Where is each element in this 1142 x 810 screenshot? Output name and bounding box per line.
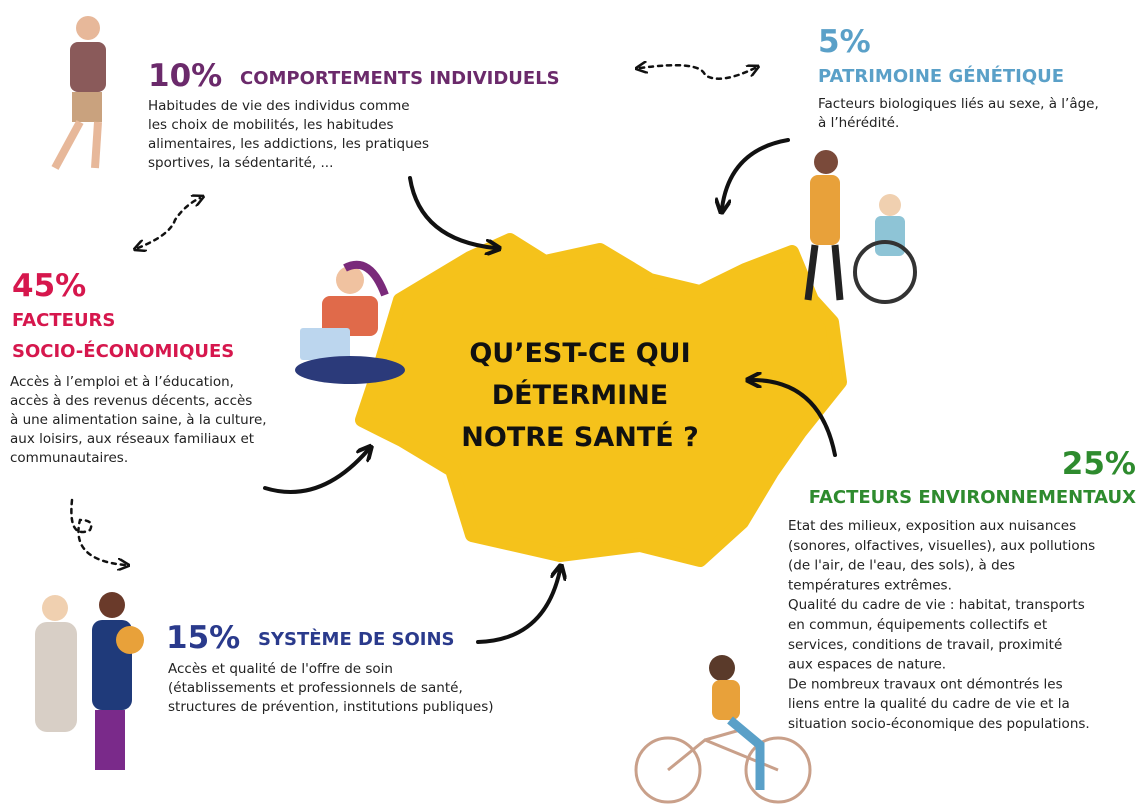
- description-line: Accès et qualité de l'offre de soin: [168, 661, 393, 677]
- arrow: [722, 138, 790, 208]
- description-line: aux loisirs, aux réseaux familiaux et: [10, 431, 254, 447]
- description-line: De nombreux travaux ont démontrés les: [788, 676, 1063, 692]
- dotted-arrow: [70, 498, 125, 565]
- center-blob: [355, 233, 847, 567]
- description-line: à l’hérédité.: [818, 115, 899, 131]
- arrow: [408, 176, 495, 248]
- block-title: FACTEURS: [12, 310, 115, 331]
- illustration-family: [35, 592, 144, 770]
- illustration-wheelchair: [804, 150, 917, 304]
- illustration-laptop: [295, 260, 405, 384]
- percent: 10%: [148, 58, 222, 94]
- description-line: structures de prévention, institutions p…: [168, 699, 494, 715]
- arrow: [263, 450, 368, 494]
- description-line: liens entre la qualité du cadre de vie e…: [788, 696, 1070, 712]
- description-line: sportives, la sédentarité, ...: [148, 155, 333, 171]
- description-line: (de l'air, de l'eau, des sols), à des: [788, 558, 1015, 574]
- description-line: communautaires.: [10, 450, 128, 466]
- center-title: QU’EST-CE QUI: [469, 338, 690, 369]
- block-title: SOCIO-ÉCONOMIQUES: [12, 340, 234, 362]
- description-line: à une alimentation saine, à la culture,: [10, 412, 267, 428]
- description-line: (établissements et professionnels de san…: [168, 680, 463, 696]
- block-title: FACTEURS ENVIRONNEMENTAUX: [809, 487, 1136, 508]
- block-title: SYSTÈME DE SOINS: [258, 628, 455, 650]
- description-line: Etat des milieux, exposition aux nuisanc…: [788, 518, 1076, 534]
- description-line: Accès à l’emploi et à l’éducation,: [10, 374, 234, 390]
- percent: 5%: [818, 24, 871, 60]
- dotted-arrow: [138, 198, 200, 248]
- description-line: alimentaires, les addictions, les pratiq…: [148, 136, 429, 152]
- arrow: [476, 570, 560, 644]
- center-title: DÉTERMINE: [492, 379, 668, 411]
- description-line: aux espaces de nature.: [788, 657, 946, 673]
- description-line: services, conditions de travail, proximi…: [788, 637, 1062, 653]
- percent: 25%: [1062, 446, 1136, 482]
- description-line: Qualité du cadre de vie : habitat, trans…: [788, 597, 1085, 613]
- description-line: (sonores, olfactives, visuelles), aux po…: [788, 538, 1095, 554]
- description-line: situation socio-économique des populatio…: [788, 716, 1090, 732]
- block-title: PATRIMOINE GÉNÉTIQUE: [818, 65, 1064, 87]
- arrow: [752, 380, 837, 457]
- percent: 15%: [166, 620, 240, 656]
- description-line: les choix de mobilités, les habitudes: [148, 117, 394, 133]
- illustration-cyclist: [634, 655, 812, 804]
- description-line: en commun, équipements collectifs et: [788, 617, 1047, 633]
- block-title: COMPORTEMENTS INDIVIDUELS: [240, 68, 560, 89]
- description-line: Facteurs biologiques liés au sexe, à l’â…: [818, 96, 1099, 112]
- illustration-runner: [51, 16, 106, 170]
- description-line: températures extrêmes.: [788, 577, 952, 593]
- center-title: NOTRE SANTÉ ?: [461, 421, 698, 453]
- description-line: Habitudes de vie des individus comme: [148, 98, 410, 114]
- percent: 45%: [12, 268, 86, 304]
- dotted-arrow: [640, 65, 755, 80]
- description-line: accès à des revenus décents, accès: [10, 393, 252, 409]
